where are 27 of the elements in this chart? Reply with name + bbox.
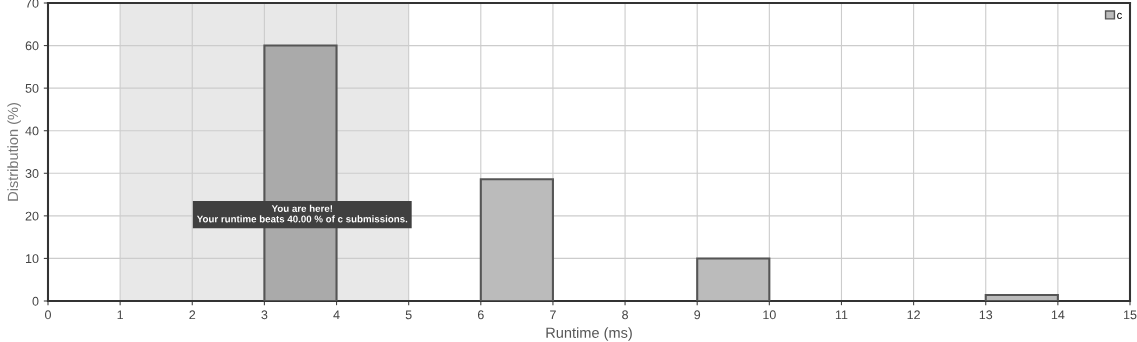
x-tick-label: 3 <box>261 310 268 320</box>
y-tick-label: 10 <box>26 254 39 264</box>
x-tick-label: 12 <box>907 310 920 320</box>
annotation: You are here! Your runtime beats 40.00 % of c submissions. <box>196 204 408 223</box>
x-tick-label: 13 <box>979 310 993 320</box>
y-tick-label: 40 <box>25 126 39 136</box>
y-tick-label: 30 <box>25 169 39 178</box>
x-tick-label: 0 <box>45 310 51 320</box>
x-axis-title: Runtime (ms) <box>546 327 632 341</box>
y-tick-label: 60 <box>25 41 39 51</box>
x-tick-label: 14 <box>1051 310 1065 320</box>
x-tick-label: 5 <box>405 310 412 320</box>
legend-label: c <box>1117 12 1122 19</box>
y-axis-title: Distribution (%) <box>7 103 21 201</box>
x-tick-label: 11 <box>835 310 848 320</box>
x-tick-label: 10 <box>763 310 776 320</box>
x-tick-label: 4 <box>333 310 340 320</box>
y-tick-label: 20 <box>25 211 39 221</box>
x-tick-label: 2 <box>189 310 196 320</box>
x-tick-label: 1 <box>117 310 123 320</box>
x-tick-label: 9 <box>694 310 701 320</box>
x-tick-label: 7 <box>550 310 556 320</box>
x-tick-label: 8 <box>622 310 628 320</box>
y-tick-label: 0 <box>32 296 39 306</box>
y-tick-label: 50 <box>25 83 39 93</box>
x-tick-label: 15 <box>1124 310 1137 320</box>
x-tick-label: 6 <box>477 310 484 320</box>
